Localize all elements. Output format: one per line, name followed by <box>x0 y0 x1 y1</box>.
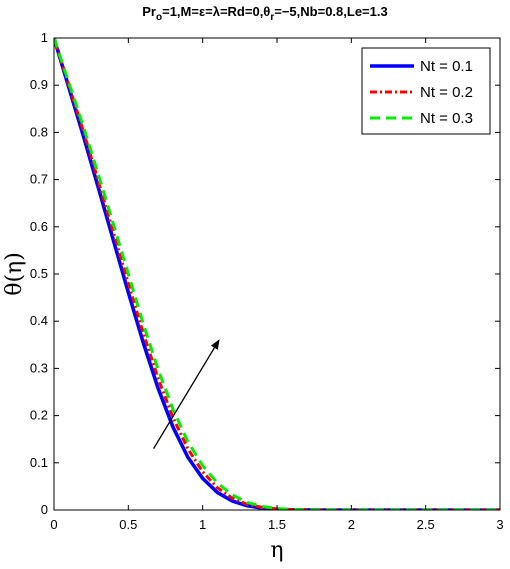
y-tick-label: 0.5 <box>30 266 48 281</box>
x-axis-label: η <box>270 538 283 563</box>
series-layer <box>54 38 500 510</box>
legend-box <box>361 47 491 135</box>
title-part-b: =1,M=ε=λ=Rd=0,θ <box>162 4 270 19</box>
y-tick-label: 0.9 <box>30 77 48 92</box>
title-sub-o: o <box>156 12 162 23</box>
series-line-1 <box>54 38 500 510</box>
y-tick-label: 1 <box>41 30 48 45</box>
x-tick-label: 2.5 <box>417 517 435 532</box>
legend-label-3: Nt = 0.3 <box>420 110 473 127</box>
y-tick-label: 0.4 <box>30 313 48 328</box>
plot-frame <box>53 37 501 511</box>
y-tick-label: 0.8 <box>30 124 48 139</box>
x-tick-label: 1 <box>199 517 206 532</box>
ticks-layer: 0 0.5 1 1.5 2 2.5 3 0 0.1 0.2 0.3 0.4 0.5 0.6 0.7 0.8 0.… <box>30 30 504 532</box>
x-tick-label: 2 <box>348 517 355 532</box>
legend-label-2: Nt = 0.2 <box>420 84 473 101</box>
legend-label-1: Nt = 0.1 <box>420 58 473 75</box>
y-tick-label: 0 <box>41 502 48 517</box>
y-tick-label: 0.3 <box>30 360 48 375</box>
increase-arrow <box>153 339 220 449</box>
y-tick-label: 0.2 <box>30 408 48 423</box>
y-tick-label: 0.7 <box>30 172 48 187</box>
title-part-c: =−5,Nb=0.8,Le=1.3 <box>274 4 387 19</box>
title-part-a: Pr <box>142 4 156 19</box>
chart-title: Pro=1,M=ε=λ=Rd=0,θr=−5,Nb=0.8,Le=1.3 <box>142 4 387 23</box>
y-tick-label: 0.1 <box>30 455 48 470</box>
legend: Nt = 0.1 Nt = 0.2 Nt = 0.3 <box>361 47 491 135</box>
y-axis-label: θ(η) <box>2 252 27 296</box>
x-tick-label: 0 <box>50 517 57 532</box>
title-sub-r: r <box>270 12 274 23</box>
series-line-2 <box>54 38 500 510</box>
series-line-3 <box>54 38 500 510</box>
y-tick-label: 0.6 <box>30 219 48 234</box>
x-tick-label: 1.5 <box>268 517 286 532</box>
x-tick-label: 0.5 <box>119 517 137 532</box>
x-tick-label: 3 <box>496 517 503 532</box>
